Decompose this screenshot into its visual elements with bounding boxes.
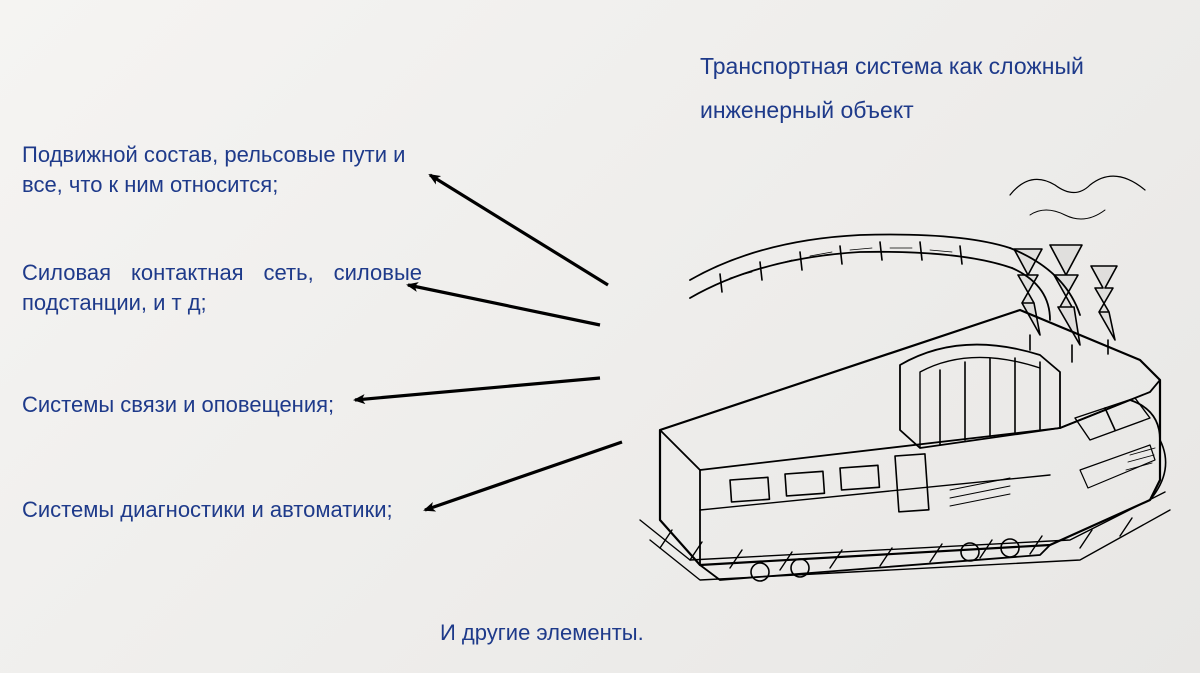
bullet-4: Системы диагностики и автоматики; — [22, 495, 393, 525]
bullet-3: Системы связи и оповещения; — [22, 390, 334, 420]
bullet-2-text: Силовая контактная сеть, силовые подстан… — [22, 260, 422, 315]
title-line2: инженерный объект — [700, 97, 914, 123]
bullet-1-text: Подвижной состав, рельсовые пути и все, … — [22, 142, 405, 197]
bullet-3-text: Системы связи и оповещения; — [22, 392, 334, 417]
trees-icon — [1014, 245, 1117, 362]
footer-text-content: И другие элементы. — [440, 620, 644, 645]
slide-title: Транспортная система как сложный инженер… — [700, 45, 1084, 132]
title-line1: Транспортная система как сложный — [700, 53, 1084, 79]
footer-text: И другие элементы. — [440, 620, 644, 646]
bullet-4-text: Системы диагностики и автоматики; — [22, 497, 393, 522]
bullet-1: Подвижной состав, рельсовые пути и все, … — [22, 140, 442, 199]
bullet-2: Силовая контактная сеть, силовые подстан… — [22, 258, 422, 317]
